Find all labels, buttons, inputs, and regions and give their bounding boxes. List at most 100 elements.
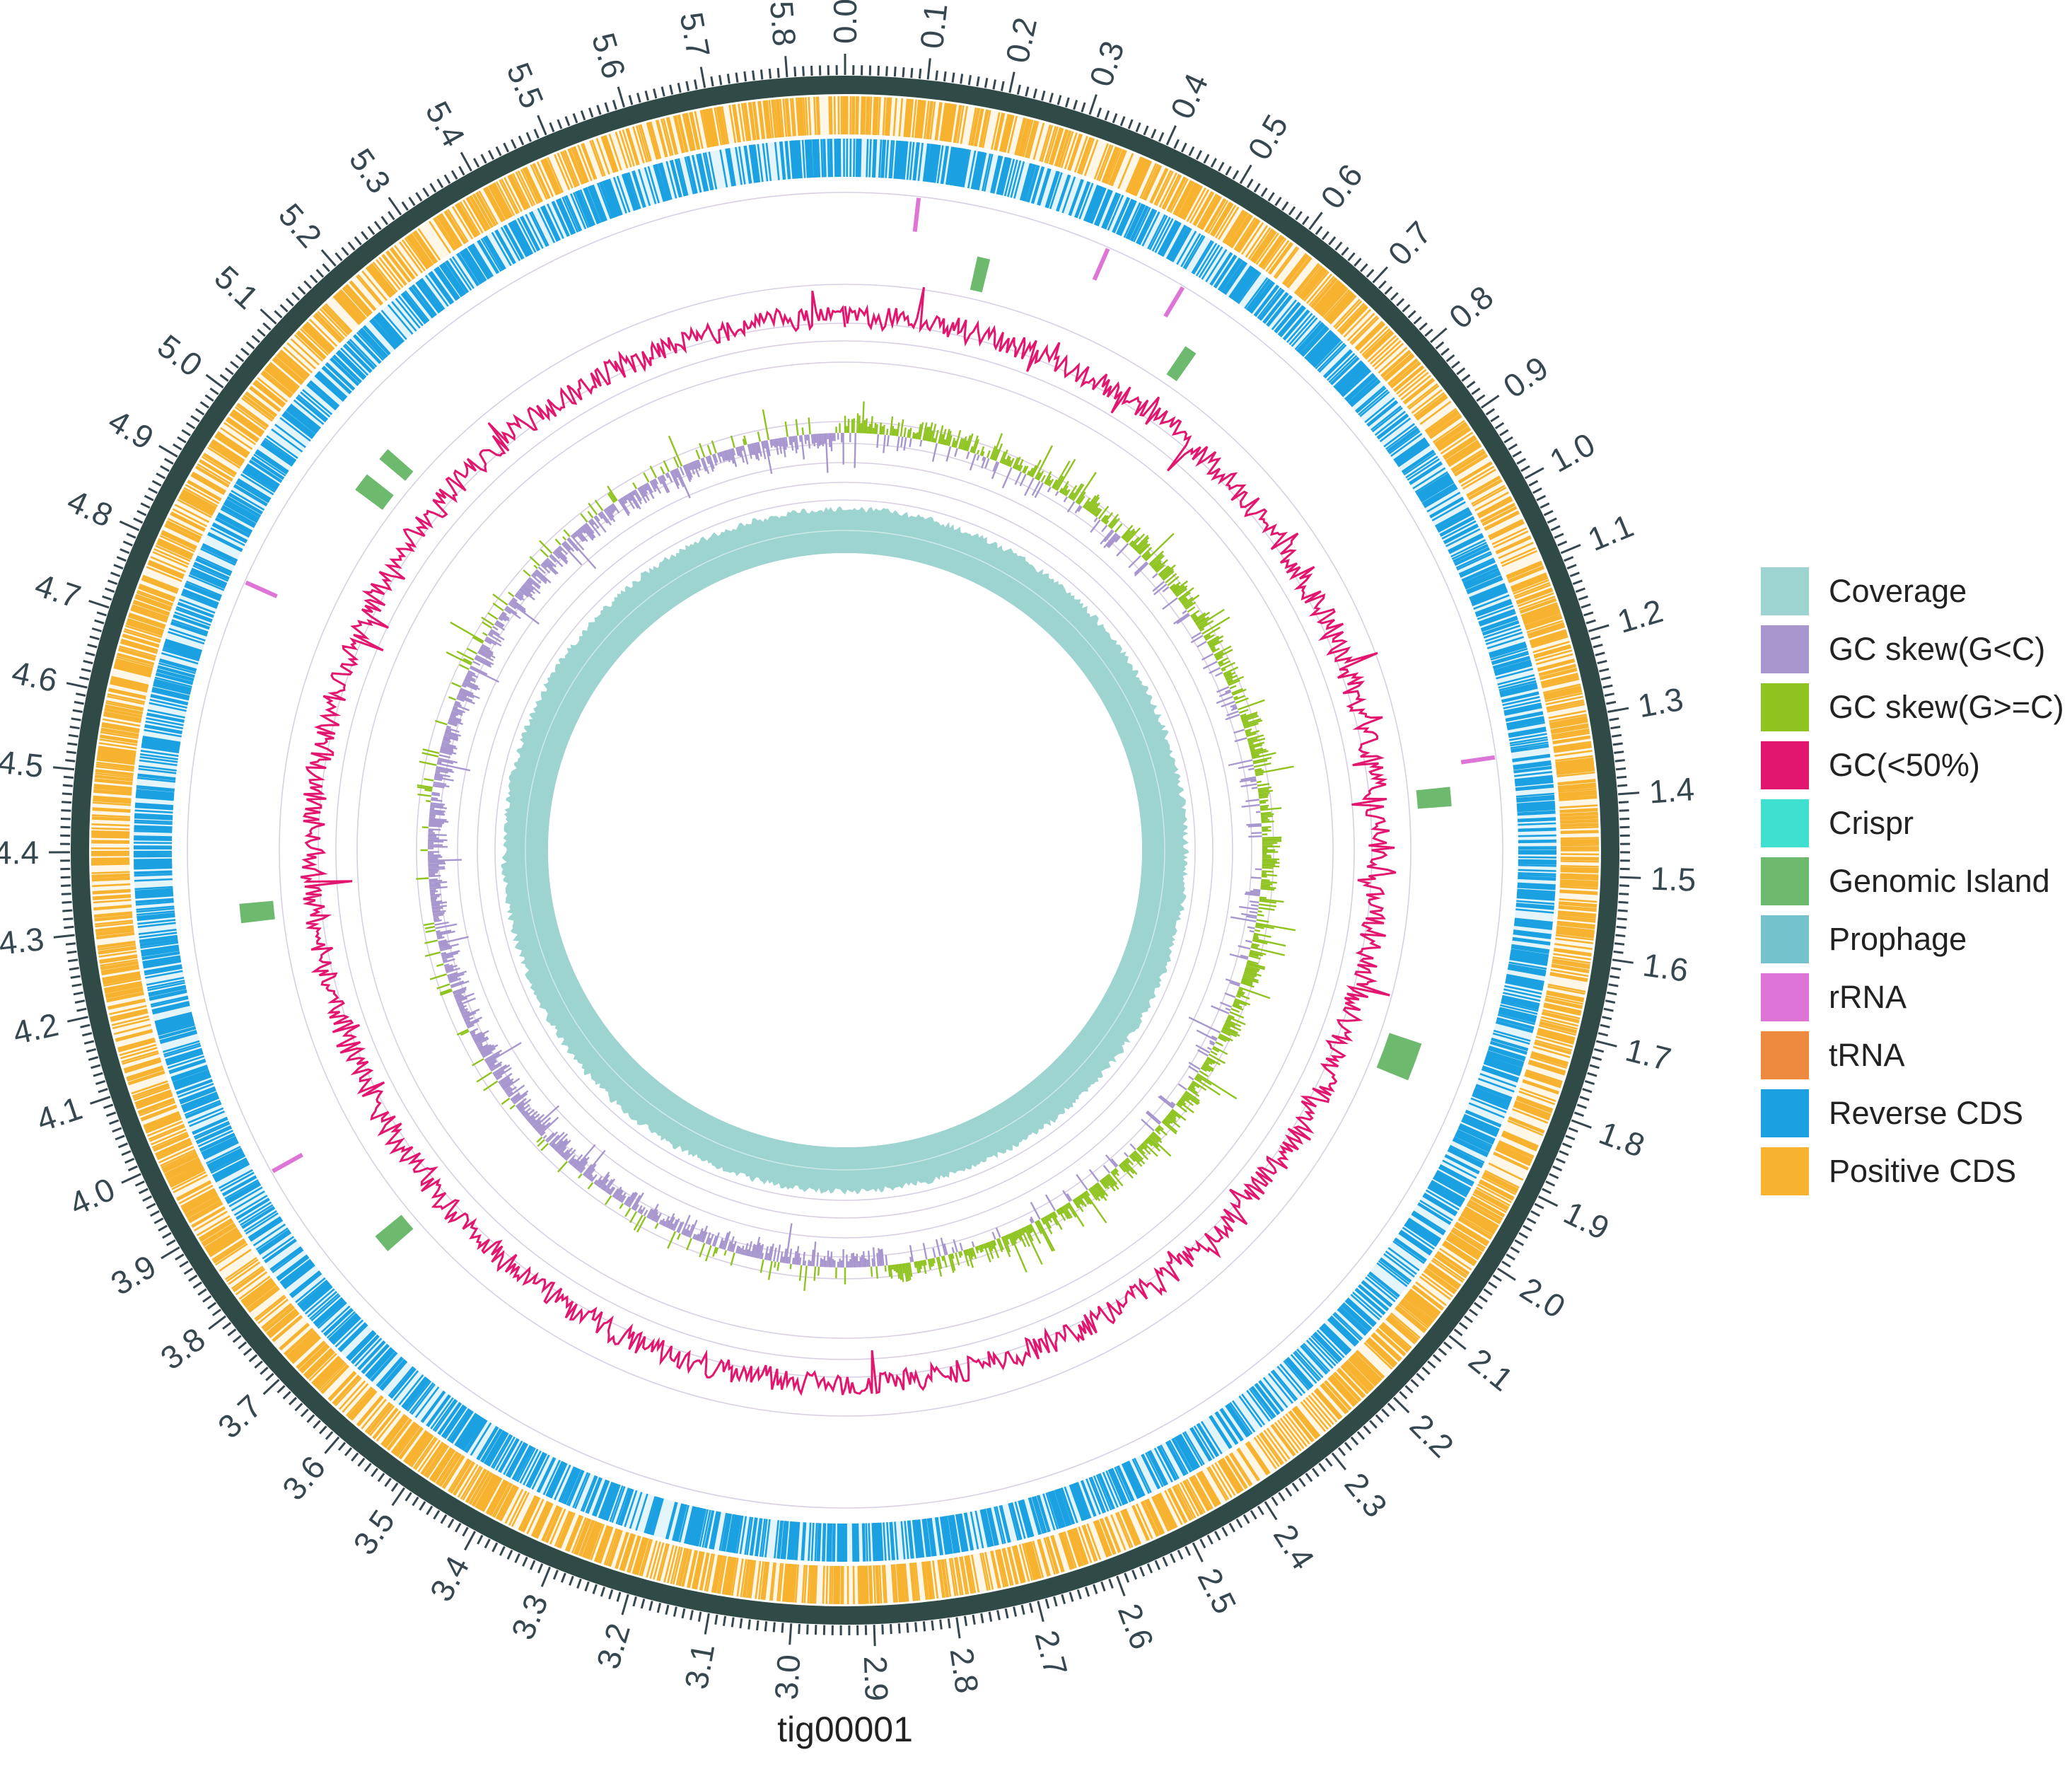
- tick-label: 2.4: [1267, 1518, 1322, 1576]
- rrna-mark: [1460, 755, 1496, 765]
- tick-label: 3.9: [105, 1248, 163, 1302]
- genomic-island-block: [1416, 787, 1452, 809]
- guide-circle: [457, 462, 1233, 1239]
- legend-label: Genomic Island: [1829, 863, 2050, 899]
- legend-item: Genomic Island: [1761, 852, 2065, 910]
- tick-label: 5.5: [500, 57, 552, 113]
- legend-item: tRNA: [1761, 1026, 2065, 1084]
- legend-item: Reverse CDS: [1761, 1084, 2065, 1142]
- tick-label: 3.3: [504, 1589, 554, 1645]
- tick-label: 1.9: [1558, 1194, 1614, 1247]
- legend-label: GC(<50%): [1829, 747, 1980, 783]
- tick-label: 1.7: [1622, 1031, 1675, 1078]
- tick-label: 3.2: [589, 1619, 637, 1673]
- guide-circle: [477, 482, 1213, 1219]
- contig-label: tig00001: [777, 1710, 913, 1749]
- tick-label: 1.8: [1595, 1114, 1650, 1164]
- legend-item: GC skew(G<C): [1761, 620, 2065, 678]
- legend-label: Coverage: [1829, 573, 1967, 609]
- tick-label: 0.4: [1163, 68, 1216, 124]
- gc-content-line: [300, 286, 1397, 1396]
- legend-label: Reverse CDS: [1829, 1095, 2024, 1131]
- rrna-mark: [1092, 248, 1110, 281]
- rrna-mark: [1163, 286, 1185, 318]
- legend-item: GC skew(G>=C): [1761, 678, 2065, 736]
- tick-label: 2.5: [1191, 1562, 1244, 1619]
- tick-label: 2.0: [1514, 1270, 1572, 1325]
- tick-label: 5.8: [763, 0, 803, 47]
- legend-swatch: [1761, 857, 1809, 905]
- tick-label: 0.6: [1313, 157, 1370, 215]
- rrna-mark: [272, 1152, 303, 1173]
- legend-swatch: [1761, 1147, 1809, 1195]
- tick-label: 4.6: [8, 654, 60, 699]
- coverage-track: [501, 506, 1189, 1195]
- tick-label: 5.3: [342, 141, 398, 199]
- genomic-island-block: [1376, 1033, 1422, 1081]
- legend-swatch: [1761, 625, 1809, 673]
- genomic-island-block: [379, 449, 414, 481]
- backbone-ring: [71, 76, 1619, 1625]
- tick-label: 0.5: [1240, 108, 1295, 166]
- tick-label: 4.2: [10, 1006, 62, 1052]
- tick-label: 1.5: [1650, 860, 1696, 898]
- tick-label: 3.7: [211, 1388, 269, 1446]
- tick-label: 4.5: [0, 743, 45, 784]
- genomic-island-block: [1166, 346, 1197, 382]
- tick-label: 1.6: [1641, 946, 1691, 989]
- genomic-island-track: [239, 256, 1452, 1251]
- legend-swatch: [1761, 683, 1809, 731]
- legend-swatch: [1761, 799, 1809, 847]
- legend: Coverage GC skew(G<C) GC skew(G>=C) GC(<50%…: [1761, 562, 2065, 1200]
- legend-item: rRNA: [1761, 968, 2065, 1026]
- tick-label: 2.1: [1462, 1341, 1520, 1398]
- gc-skew-negative: [427, 432, 1262, 1268]
- tick-label: 1.4: [1648, 770, 1696, 810]
- tick-label: 5.4: [419, 95, 472, 153]
- legend-label: GC skew(G<C): [1829, 631, 2046, 667]
- circular-genome-map: 0.0 0.1 0.2 0.3 0.4 0.5 0.60.70.8 0.9 1.0 1.1 1.2 1…: [0, 0, 1696, 1749]
- legend-item: Crispr: [1761, 794, 2065, 852]
- legend-swatch: [1761, 915, 1809, 963]
- tick-label: 2.2: [1403, 1407, 1461, 1465]
- tick-label: 4.4: [0, 834, 39, 871]
- tick-label: 1.0: [1544, 426, 1601, 480]
- rrna-mark: [245, 580, 278, 598]
- legend-swatch: [1761, 973, 1809, 1021]
- tick-label: 0.3: [1082, 36, 1131, 91]
- tick-label: 3.0: [767, 1653, 807, 1700]
- legend-swatch: [1761, 567, 1809, 615]
- tick-label: 5.2: [272, 197, 329, 255]
- legend-label: rRNA: [1829, 979, 1907, 1015]
- legend-label: Positive CDS: [1829, 1153, 2017, 1189]
- tick-label: 4.7: [30, 566, 85, 615]
- tick-label: 0.0: [827, 0, 863, 44]
- tick-label: 0.2: [999, 14, 1044, 66]
- rrna-track: [245, 197, 1496, 1173]
- tick-label: 5.6: [585, 29, 633, 83]
- legend-label: GC skew(G>=C): [1829, 689, 2064, 725]
- legend-label: tRNA: [1829, 1037, 1905, 1073]
- guide-circle: [356, 361, 1334, 1339]
- tick-label: 2.7: [1028, 1627, 1075, 1680]
- scale-tick-marks: [48, 54, 1641, 1647]
- tick-label: 3.4: [422, 1550, 476, 1607]
- guide-circle: [335, 340, 1355, 1360]
- tick-label: 5.0: [151, 327, 209, 384]
- legend-swatch: [1761, 1089, 1809, 1137]
- gc-content-track: [300, 286, 1397, 1396]
- legend-swatch: [1761, 1031, 1809, 1079]
- tick-label: 3.5: [346, 1503, 402, 1561]
- tick-label: 2.9: [857, 1655, 895, 1702]
- guide-circle: [438, 443, 1252, 1258]
- tick-label: 1.3: [1635, 680, 1686, 725]
- legend-item: Coverage: [1761, 562, 2065, 620]
- coverage-inner-hole: [548, 553, 1142, 1147]
- tick-label: 3.1: [677, 1641, 721, 1692]
- legend-item: GC(<50%): [1761, 736, 2065, 794]
- genomic-island-block: [375, 1214, 414, 1251]
- tick-label: 2.8: [943, 1645, 986, 1695]
- reverse-cds-track: [133, 138, 1557, 1562]
- tick-label: 2.3: [1337, 1466, 1395, 1524]
